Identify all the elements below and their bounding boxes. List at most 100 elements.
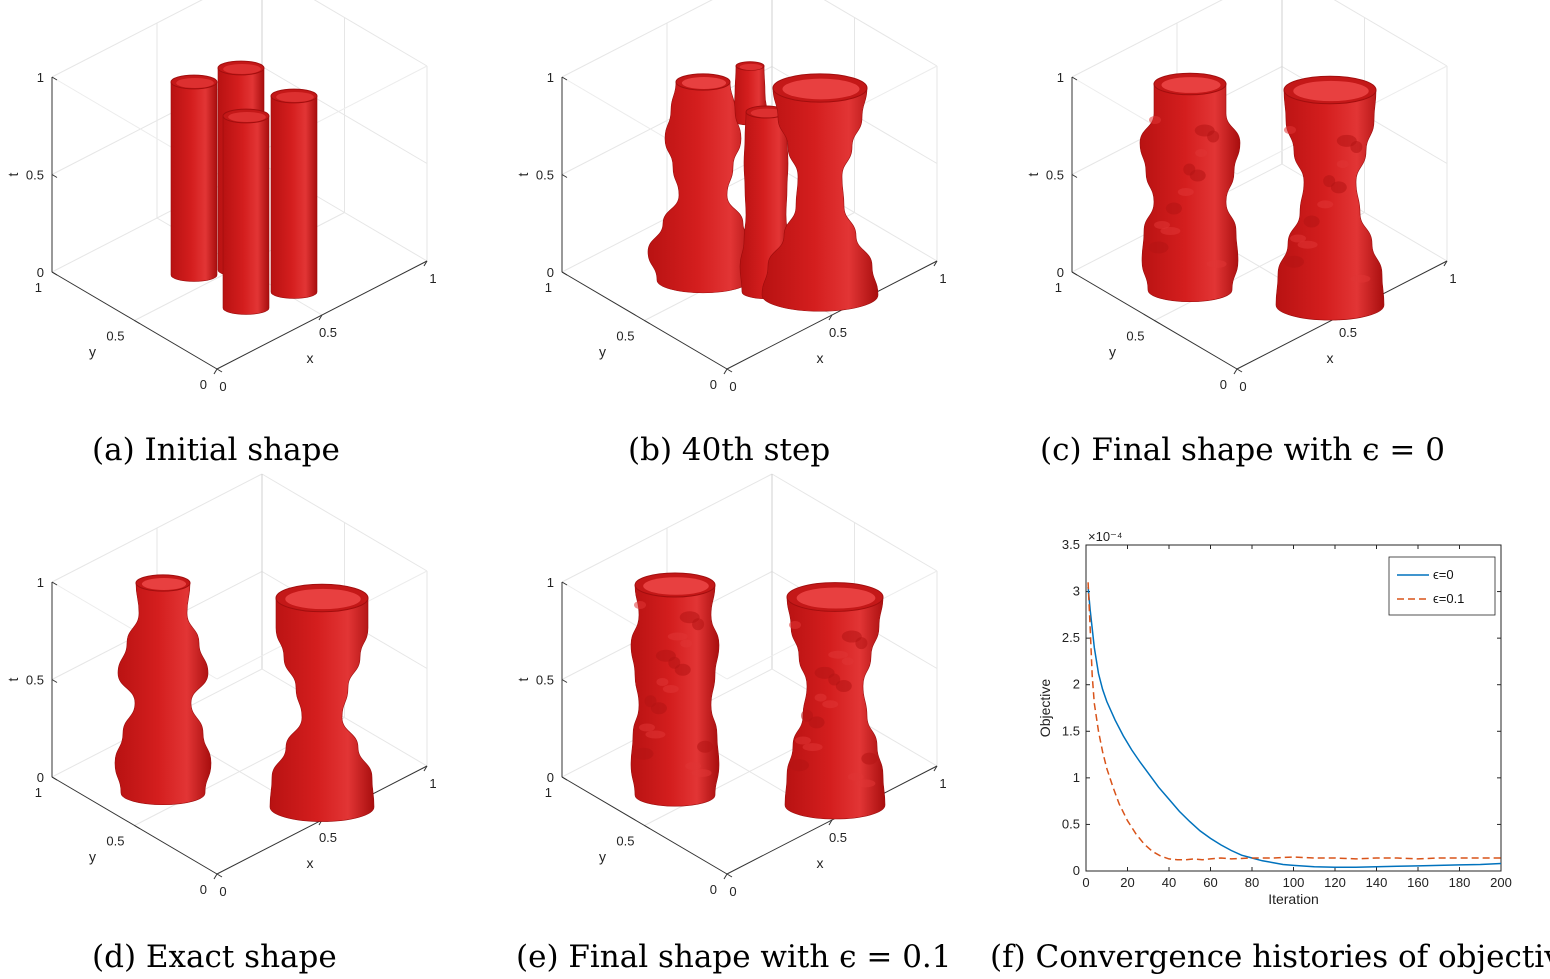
y-tick (1236, 368, 1243, 373)
surface-bump (861, 752, 878, 765)
surface-bump (1336, 160, 1349, 169)
x-axis-label: x (817, 350, 824, 366)
y-exponent-label: ×10⁻⁴ (1088, 529, 1123, 544)
x-tick (933, 260, 938, 267)
x-tick (213, 368, 218, 375)
x-tick-label: 0 (729, 379, 736, 394)
x-tick-label: 0.5 (829, 830, 847, 845)
surface-bump (1330, 181, 1347, 194)
t-tick-label: 0.5 (26, 673, 44, 688)
surface-bump (835, 680, 852, 693)
y-tick-label: 3 (1073, 584, 1080, 599)
y-tick-label: 0.5 (1062, 816, 1080, 831)
x-tick-label: 100 (1283, 875, 1305, 890)
x-tick-label: 1 (429, 776, 436, 791)
surface-bump (789, 621, 801, 629)
surface-texture-right (789, 621, 878, 788)
x-tick-label: 20 (1120, 875, 1134, 890)
y-tick-label: 0.5 (106, 329, 124, 344)
x-tick (423, 765, 428, 772)
panel-final-shape-eps0: 0 0 0 0.5 0.5 0.5 1 1 1 t x y (c) Final shape with … (1020, 0, 1550, 480)
vase-right (761, 73, 879, 312)
t-tick-label: 1 (547, 575, 554, 590)
surface-bump (1284, 255, 1304, 268)
x-axis-label: Iteration (1268, 891, 1319, 907)
x-tick (828, 314, 833, 321)
x-tick (213, 873, 218, 880)
y-tick-label: 0 (1073, 863, 1080, 878)
small-tube-back-opening (739, 63, 763, 71)
y-tick (51, 271, 58, 276)
panel-initial-shape: 0 0 0 0.5 0.5 0.5 1 1 1 t x y (a) Initial shape (0, 0, 520, 480)
x-tick-label: 120 (1324, 875, 1346, 890)
y-axis-label: Objective (1037, 679, 1053, 738)
y-tick-label: 1 (1055, 280, 1062, 295)
surface-bump (662, 685, 679, 693)
box-edge (771, 473, 938, 572)
series-line-1 (1087, 582, 1501, 861)
vase-right-opening (1293, 80, 1369, 102)
t-tick-label: 0 (37, 770, 44, 785)
t-tick-label: 0.5 (26, 168, 44, 183)
cylinder-front (222, 108, 270, 315)
x-tick (933, 765, 938, 772)
surface-bump (679, 611, 700, 624)
x-axis-label: x (1327, 350, 1334, 366)
surface-bump (1290, 234, 1306, 243)
cylinder-right-body (270, 95, 318, 299)
surface-bump (1303, 215, 1320, 228)
surface-bump (656, 678, 669, 686)
x-tick-label: 0 (1239, 379, 1246, 394)
surface-bump (1160, 227, 1181, 235)
y-tick-label: 0.5 (616, 834, 634, 849)
y-tick-label: 0 (710, 377, 717, 392)
x-tick-label: 60 (1203, 875, 1217, 890)
t-tick-label: 1 (37, 575, 44, 590)
t-axis-label: t (1025, 172, 1041, 176)
x-tick-label: 1 (939, 271, 946, 286)
vase-right-body (784, 596, 886, 820)
cylinder-left-opening (176, 77, 214, 89)
x-axis-label: x (307, 855, 314, 871)
surface-bump (1194, 124, 1215, 137)
y-axis-label: y (599, 849, 606, 865)
cylinder-back-opening (223, 63, 261, 75)
surface-bump (814, 666, 835, 679)
surface-bump (789, 759, 809, 772)
surface-texture-right (1284, 126, 1371, 283)
panel-convergence-histories: 0 20 40 60 80 100 120 140 160 180 200 0 0.5 1 1.5 2 2.5 3… (990, 505, 1550, 979)
x-tick (318, 314, 323, 321)
t-axis-label: t (515, 172, 531, 176)
legend-label-0: ϵ=0 (1433, 567, 1454, 582)
y-tick (561, 271, 568, 276)
exact-vase-right (269, 583, 375, 822)
vase-left-body (630, 584, 720, 807)
cylinder-left-body (170, 81, 218, 282)
surface-bump (1336, 134, 1357, 147)
y-tick-label: 2.5 (1062, 630, 1080, 645)
vase-right (784, 582, 886, 820)
x-tick-label: 1 (429, 271, 436, 286)
y-tick-label: 0 (710, 882, 717, 897)
x-tick-label: 80 (1245, 875, 1259, 890)
y-tick-label: 0 (200, 377, 207, 392)
x-tick-label: 200 (1490, 875, 1512, 890)
surface-bump (1177, 188, 1194, 196)
surface-bump (1284, 126, 1296, 134)
t-axis-label: t (5, 677, 21, 681)
y-axis-label: y (599, 344, 606, 360)
surface-bump (645, 730, 666, 739)
surface-bump (1165, 202, 1182, 215)
y-tick (1154, 320, 1160, 324)
y-tick (134, 320, 140, 324)
surface-bump (1149, 116, 1161, 124)
y-axis-label: y (89, 849, 96, 865)
surface-bump (822, 700, 839, 709)
panel-40th-step: 0 0 0 0.5 0.5 0.5 1 1 1 t x y (b) 40th step (510, 0, 1030, 480)
t-tick-label: 1 (1057, 70, 1064, 85)
vase-right-body (761, 87, 879, 312)
